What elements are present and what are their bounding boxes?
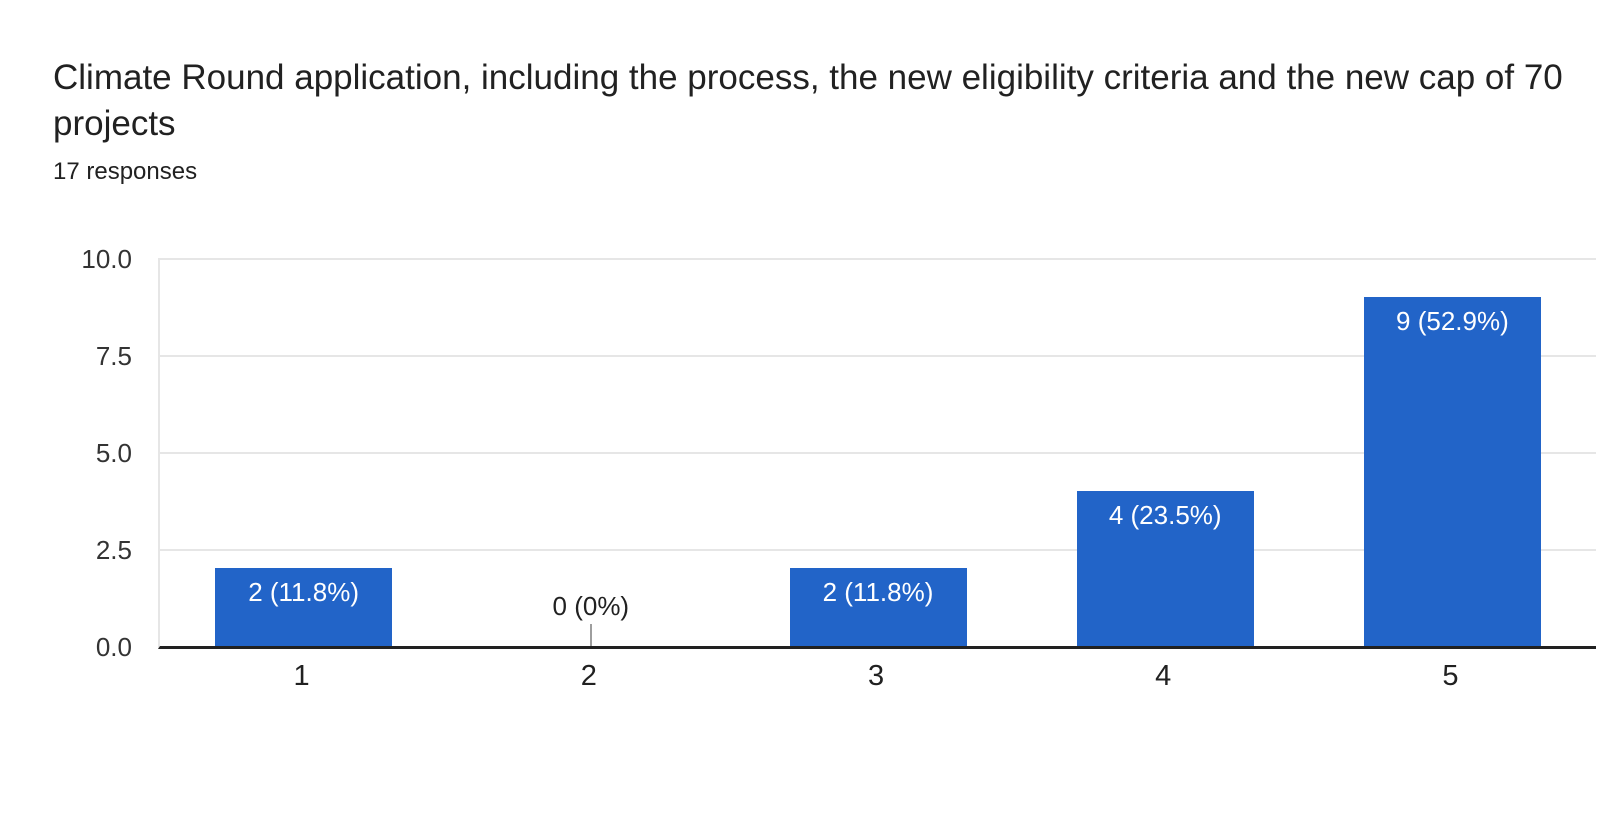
bar: 2 (11.8%) [215,568,393,646]
zero-value-label: 0 (0%) [552,591,630,621]
bar-value-label: 9 (52.9%) [1396,305,1509,336]
bar-value-label: 4 (23.5%) [1108,499,1222,530]
bar-value-label: 2 (11.8%) [248,577,359,608]
plot-area: 2 (11.8%) 0 (0%) 2 (11.8%) 4 (23.5%) [158,258,1596,649]
question-title-line-1: Climate Round application, including the… [53,58,1563,97]
question-title-line-2: projects [53,104,176,143]
y-axis-tick-label: 10.0 [81,244,132,274]
zero-bar-tick [589,624,592,646]
bar-group-row: 2 (11.8%) 0 (0%) 2 (11.8%) 4 (23.5%) [160,258,1596,646]
x-axis-tick-label: 1 [293,660,310,692]
bar-value-label: 2 (11.8%) [822,577,934,608]
x-axis-tick-label: 3 [867,660,885,692]
response-count: 17 responses [53,158,198,185]
gridline [160,452,1596,454]
bar-slot-2: 0 (0%) [447,258,734,646]
gridline [160,355,1596,357]
gridline [160,549,1596,551]
bar: 2 (11.8%) [789,568,967,646]
gridline [160,258,1596,260]
question-title: Climate Round application, including the… [53,55,1563,147]
y-axis-tick-label: 0.0 [95,632,132,662]
bar: 9 (52.9%) [1363,296,1541,646]
y-axis-tick-label: 2.5 [95,535,132,565]
x-axis-tick-label: 2 [580,660,597,692]
bar-slot-5: 9 (52.9%) [1309,258,1596,646]
y-axis-tick-label: 5.0 [95,438,132,468]
x-axis: 1 2 3 4 5 [158,660,1594,692]
x-axis-tick-label: 4 [1155,660,1172,692]
bar-slot-1: 2 (11.8%) [160,258,447,646]
bar-slot-3: 2 (11.8%) [734,258,1021,646]
y-axis-tick-label: 7.5 [95,341,132,371]
bar-slot-4: 4 (23.5%) [1022,258,1309,646]
bar: 4 (23.5%) [1076,490,1254,646]
x-axis-tick-label: 5 [1442,660,1459,692]
